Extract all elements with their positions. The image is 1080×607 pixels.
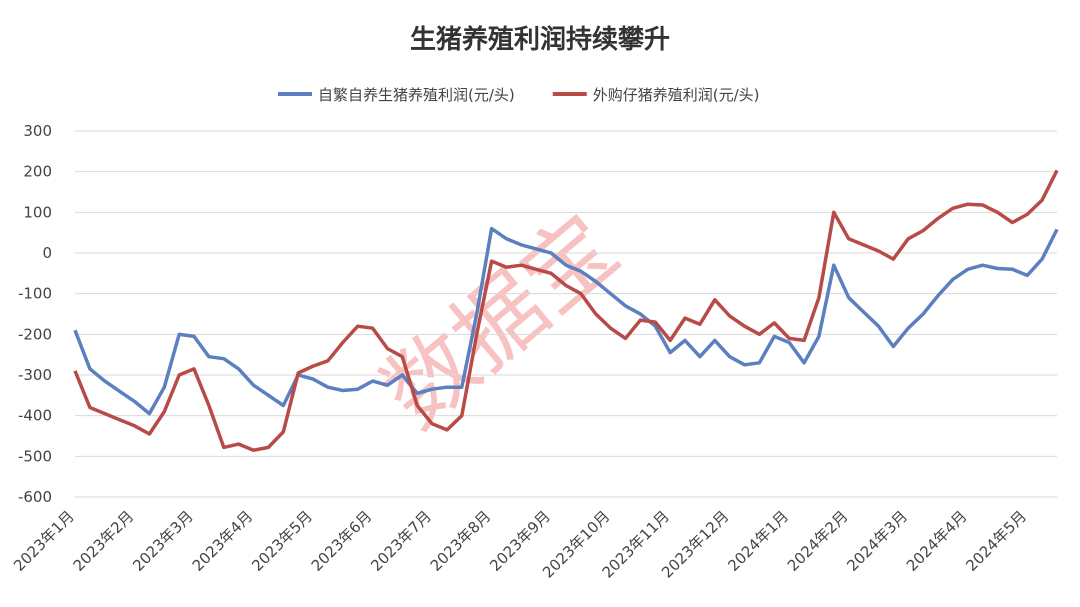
x-tick-label: 2024年2月	[784, 507, 852, 575]
x-tick-label: 2024年3月	[843, 507, 911, 575]
y-tick-label: 200	[23, 163, 52, 181]
legend-label: 外购仔猪养殖利润(元/头)	[593, 86, 760, 104]
y-tick-label: -200	[18, 325, 52, 343]
series-line	[73, 226, 1059, 416]
chart-title: 生猪养殖利润持续攀升	[410, 24, 670, 55]
x-tick-label: 2024年4月	[903, 507, 971, 575]
y-tick-label: -100	[18, 285, 52, 303]
y-tick-label: -400	[18, 407, 52, 425]
x-tick-label: 2023年8月	[427, 507, 495, 575]
y-tick-label: 0	[42, 244, 52, 262]
x-tick-label: 2023年3月	[129, 507, 197, 575]
series-line	[73, 169, 1059, 452]
y-tick-label: 300	[23, 122, 52, 140]
x-tick-label: 2023年6月	[308, 507, 376, 575]
x-tick-label: 2023年7月	[367, 507, 435, 575]
y-tick-label: -300	[18, 366, 52, 384]
x-tick-label: 2023年5月	[248, 507, 316, 575]
x-tick-label: 2023年2月	[70, 507, 138, 575]
x-tick-label: 2024年1月	[724, 507, 792, 575]
x-tick-label: 2023年1月	[10, 507, 78, 575]
x-tick-label: 2024年5月	[962, 507, 1030, 575]
y-tick-label: 100	[23, 203, 52, 221]
legend-label: 自繁自养生猪养殖利润(元/头)	[318, 86, 515, 104]
x-tick-label: 2023年4月	[189, 507, 257, 575]
y-tick-label: -600	[18, 488, 52, 506]
y-tick-label: -500	[18, 447, 52, 465]
